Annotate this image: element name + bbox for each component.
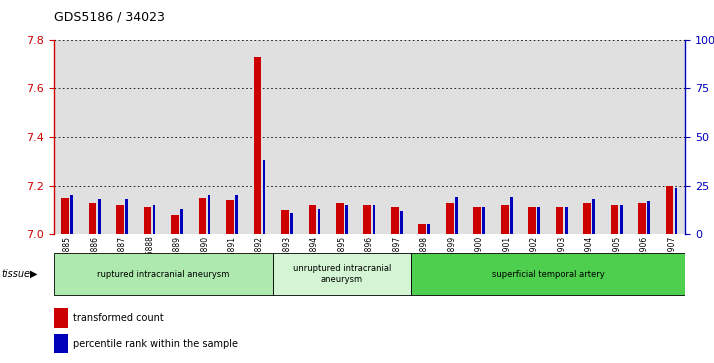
Bar <box>603 40 630 234</box>
Bar <box>235 195 238 234</box>
Bar <box>373 205 376 234</box>
Bar <box>308 205 316 234</box>
Bar <box>226 200 233 234</box>
Bar <box>493 40 521 234</box>
Text: transformed count: transformed count <box>74 313 164 323</box>
Bar <box>144 207 151 234</box>
Bar <box>164 40 191 234</box>
Bar <box>466 40 493 234</box>
Bar <box>473 207 481 234</box>
Bar <box>318 209 321 234</box>
Text: superficial temporal artery: superficial temporal artery <box>492 270 605 278</box>
Bar <box>109 40 136 234</box>
Bar <box>593 199 595 234</box>
Bar <box>565 207 568 234</box>
Bar <box>246 40 273 234</box>
Bar <box>501 205 508 234</box>
Text: ▶: ▶ <box>30 269 38 279</box>
FancyBboxPatch shape <box>411 253 685 295</box>
Bar <box>136 40 164 234</box>
Bar <box>648 201 650 234</box>
Bar <box>253 57 261 234</box>
Bar <box>658 40 685 234</box>
Bar <box>510 197 513 234</box>
Bar <box>638 203 646 234</box>
Bar <box>391 207 398 234</box>
Bar <box>675 188 678 234</box>
Text: tissue: tissue <box>1 269 31 279</box>
Bar <box>455 197 458 234</box>
Bar <box>290 213 293 234</box>
Bar <box>630 40 658 234</box>
Bar <box>191 40 218 234</box>
Bar <box>336 203 343 234</box>
Bar <box>665 185 673 234</box>
Bar <box>538 207 540 234</box>
Bar <box>208 195 211 234</box>
Bar <box>263 160 266 234</box>
Bar <box>400 211 403 234</box>
Bar <box>620 205 623 234</box>
Bar <box>548 40 575 234</box>
Bar <box>125 199 128 234</box>
Bar <box>356 40 383 234</box>
FancyBboxPatch shape <box>54 253 273 295</box>
Bar <box>438 40 466 234</box>
Bar <box>383 40 411 234</box>
Bar <box>583 203 591 234</box>
Bar <box>528 207 536 234</box>
Bar <box>418 224 426 234</box>
Bar <box>411 40 438 234</box>
Bar <box>281 210 288 234</box>
Bar <box>483 207 485 234</box>
Bar <box>116 205 124 234</box>
Bar <box>54 309 68 328</box>
Text: GDS5186 / 34023: GDS5186 / 34023 <box>54 11 164 24</box>
Bar <box>98 199 101 234</box>
Bar <box>81 40 109 234</box>
Bar <box>171 215 178 234</box>
Bar <box>218 40 246 234</box>
Text: unruptured intracranial
aneurysm: unruptured intracranial aneurysm <box>293 264 391 284</box>
Bar <box>555 207 563 234</box>
Bar <box>301 40 328 234</box>
FancyBboxPatch shape <box>273 253 411 295</box>
Bar <box>54 40 81 234</box>
Text: ruptured intracranial aneurysm: ruptured intracranial aneurysm <box>97 270 230 278</box>
Bar <box>610 205 618 234</box>
Bar <box>54 334 68 353</box>
Bar <box>153 205 156 234</box>
Text: percentile rank within the sample: percentile rank within the sample <box>74 339 238 348</box>
Bar <box>345 205 348 234</box>
Bar <box>446 203 453 234</box>
Bar <box>89 203 96 234</box>
Bar <box>575 40 603 234</box>
Bar <box>363 205 371 234</box>
Bar <box>328 40 356 234</box>
Bar <box>273 40 301 234</box>
Bar <box>61 198 69 234</box>
Bar <box>428 224 431 234</box>
Bar <box>521 40 548 234</box>
Bar <box>70 195 73 234</box>
Bar <box>180 209 183 234</box>
Bar <box>198 198 206 234</box>
